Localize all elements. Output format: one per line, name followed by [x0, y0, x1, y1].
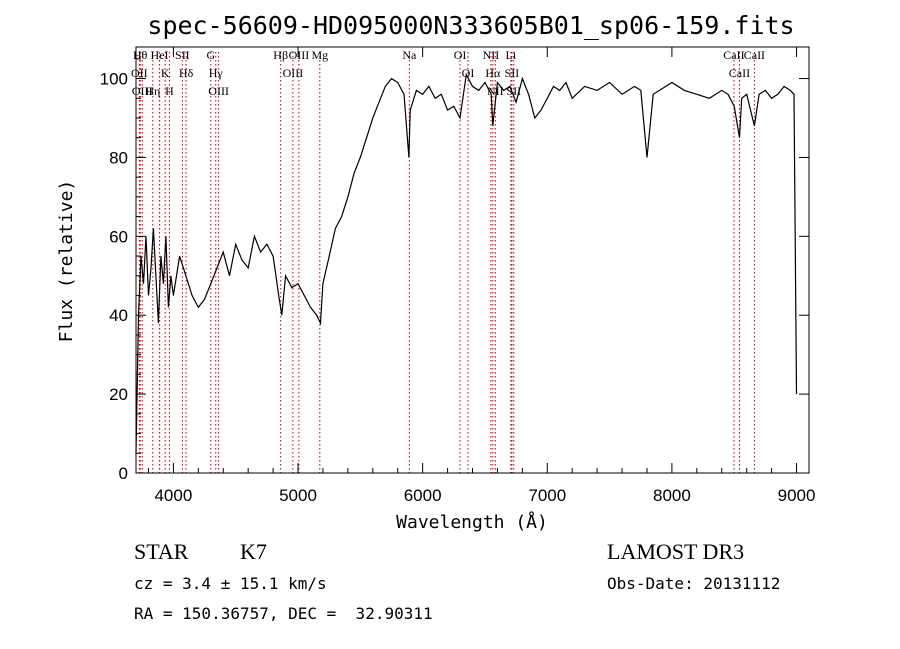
- line-label-1: OII: [131, 66, 148, 80]
- line-label-19: NII: [483, 48, 500, 62]
- y-tick-label-3: 60: [109, 227, 128, 246]
- line-label-12: Hβ: [273, 48, 288, 62]
- y-axis-label: Flux (relative): [56, 180, 77, 343]
- chart-title: spec-56609-HD095000N333605B01_sp06-159.f…: [147, 11, 794, 40]
- line-label-10: Hγ: [209, 66, 224, 80]
- y-tick-label-4: 80: [109, 148, 128, 167]
- object-subclass: K7: [240, 539, 267, 564]
- line-label-7: SII: [175, 48, 190, 62]
- x-tick-label-0: 4000: [154, 486, 192, 505]
- spectrum-line-0: [135, 72, 798, 454]
- y-tick-label-5: 100: [100, 70, 128, 89]
- spectrum-series: [135, 72, 798, 454]
- y-tick-label-2: 40: [109, 306, 128, 325]
- x-tick-label-1: 5000: [279, 486, 317, 505]
- x-tick-label-4: 8000: [653, 486, 691, 505]
- line-label-6: H: [165, 84, 174, 98]
- line-label-20: Hα: [485, 66, 501, 80]
- x-axis-label: Wavelength (Å): [396, 511, 548, 533]
- line-label-17: OI: [454, 48, 467, 62]
- line-label-13: OIII: [283, 66, 304, 80]
- x-tick-label-5: 9000: [778, 486, 816, 505]
- object-class: STAR: [134, 539, 189, 564]
- line-label-14: OIII: [289, 48, 310, 62]
- line-label-9: G: [206, 48, 215, 62]
- line-label-0: Hθ: [133, 48, 148, 62]
- y-tick-label-0: 0: [119, 464, 128, 483]
- line-label-2: OIII: [132, 84, 153, 98]
- x-tick-label-2: 6000: [404, 486, 442, 505]
- line-label-16: Na: [402, 48, 417, 62]
- x-axis-ticks: 4000 5000 6000 7000 8000 9000: [147, 47, 816, 505]
- plot-frame: [135, 46, 810, 474]
- y-tick-label-1: 20: [109, 385, 128, 404]
- line-label-4: HeI: [151, 48, 169, 62]
- line-label-18: OI: [462, 66, 475, 80]
- line-label-22: Li: [506, 48, 517, 62]
- obs-date: Obs-Date: 20131112: [607, 574, 781, 593]
- line-label-3: Hη: [145, 84, 160, 98]
- line-label-8: Hδ: [179, 66, 194, 80]
- line-label-15: Mg: [311, 48, 328, 62]
- survey-name: LAMOST DR3: [607, 539, 745, 564]
- line-label-26: CaII: [729, 66, 750, 80]
- x-tick-label-3: 7000: [528, 486, 566, 505]
- line-label-23: SII: [505, 66, 520, 80]
- y-axis-ticks: 0 20 40 60 80 100: [100, 58, 809, 483]
- line-label-5: K: [161, 66, 170, 80]
- line-label-11: OIII: [208, 84, 229, 98]
- line-label-25: CaII: [723, 48, 744, 62]
- ra-dec-info: RA = 150.36757, DEC = 32.90311: [134, 604, 433, 623]
- line-label-27: CaII: [744, 48, 765, 62]
- redshift-info: cz = 3.4 ± 15.1 km/s: [134, 574, 327, 593]
